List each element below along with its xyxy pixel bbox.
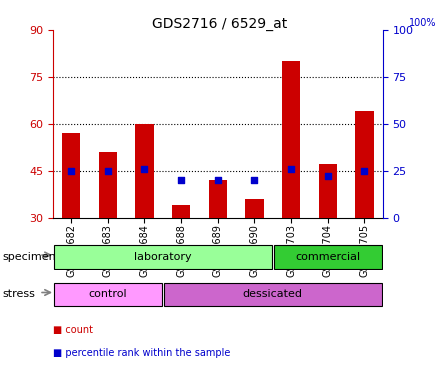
Bar: [99, 152, 117, 217]
Bar: [172, 205, 191, 218]
Text: 100%: 100%: [409, 18, 437, 28]
Point: [141, 166, 148, 172]
Bar: [209, 180, 227, 218]
Point: [214, 177, 221, 183]
Bar: [282, 61, 300, 217]
Text: specimen: specimen: [2, 252, 56, 262]
Point: [251, 177, 258, 183]
Text: GDS2716 / 6529_at: GDS2716 / 6529_at: [152, 17, 288, 31]
Point: [288, 166, 295, 172]
Text: dessicated: dessicated: [243, 290, 303, 299]
Bar: [246, 199, 264, 217]
FancyBboxPatch shape: [54, 245, 272, 268]
Text: control: control: [88, 290, 127, 299]
Point: [361, 168, 368, 174]
Text: commercial: commercial: [295, 252, 360, 262]
FancyBboxPatch shape: [54, 283, 162, 306]
Text: ■ count: ■ count: [53, 325, 93, 335]
FancyBboxPatch shape: [164, 283, 382, 306]
Bar: [62, 133, 81, 218]
Text: stress: stress: [2, 290, 35, 299]
Point: [104, 168, 111, 174]
FancyBboxPatch shape: [274, 245, 382, 268]
Point: [324, 173, 331, 179]
Text: ■ percentile rank within the sample: ■ percentile rank within the sample: [53, 348, 230, 357]
Bar: [356, 111, 374, 218]
Bar: [319, 164, 337, 218]
Point: [178, 177, 185, 183]
Bar: [136, 124, 154, 218]
Text: laboratory: laboratory: [134, 252, 191, 262]
Point: [68, 168, 75, 174]
